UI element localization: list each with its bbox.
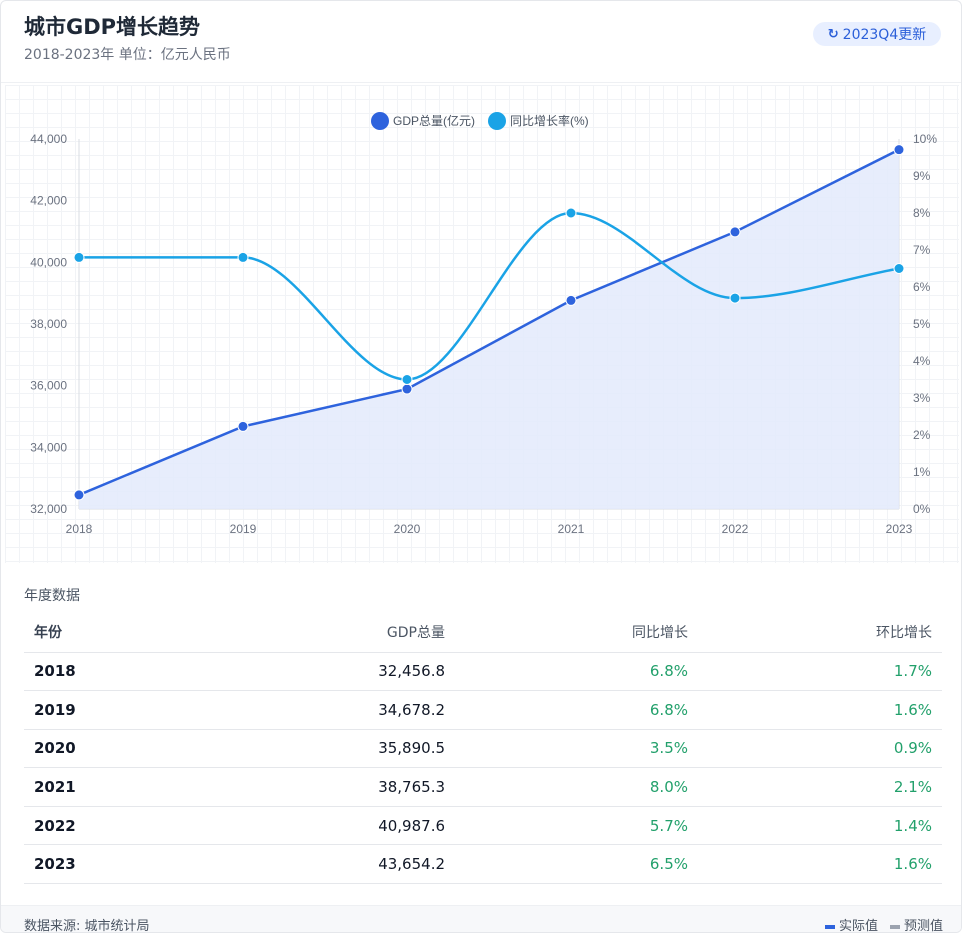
y-right-tick-label: 7% — [913, 243, 931, 257]
y-left-tick-label: 38,000 — [30, 317, 67, 331]
gdp-area — [79, 149, 899, 509]
cell-year: 2019 — [24, 690, 184, 730]
legend-yoy-marker — [488, 112, 506, 130]
cell-gdp: 40,987.6 — [184, 806, 455, 846]
y-left-tick-label: 44,000 — [30, 132, 67, 146]
yoy-point — [401, 374, 413, 385]
update-label: 2023Q4更新 — [842, 27, 927, 43]
cell-gdp: 34,678.2 — [184, 690, 455, 730]
forecast-swatch-icon — [889, 924, 900, 929]
y-left-tick-label: 42,000 — [30, 194, 67, 208]
cell-yoy: 8.0% — [455, 767, 698, 807]
gdp-point — [237, 420, 249, 432]
cell-gdp: 43,654.2 — [184, 844, 455, 885]
y-right-tick-label: 9% — [913, 169, 931, 183]
y-right-tick-label: 1% — [913, 465, 931, 479]
col-header-qoq: 环比增长 — [698, 613, 942, 653]
y-right-tick-label: 5% — [913, 317, 931, 331]
y-right-tick-label: 6% — [913, 280, 931, 294]
y-left-tick-label: 40,000 — [30, 255, 67, 269]
x-tick-label: 2022 — [722, 522, 749, 536]
yoy-point — [893, 263, 905, 274]
cell-qoq: 1.6% — [698, 844, 942, 885]
legend-actual: 实际值 — [824, 915, 878, 933]
cell-gdp: 35,890.5 — [184, 729, 455, 769]
y-right-tick-label: 10% — [913, 132, 937, 146]
update-badge-button[interactable]: ↻ 2023Q4更新 — [813, 22, 941, 46]
yoy-point — [73, 251, 85, 263]
yoy-point — [729, 292, 741, 304]
gdp-point — [73, 489, 85, 501]
gdp-point — [893, 144, 905, 156]
x-tick-label: 2021 — [558, 522, 585, 536]
page-subtitle: 2018-2023年 单位：亿元人民币 — [24, 47, 231, 63]
table-header-row: 年份 GDP总量 同比增长 环比增长 — [24, 613, 942, 653]
y-right-tick-label: 3% — [913, 391, 931, 405]
x-tick-label: 2023 — [886, 522, 913, 536]
cell-gdp: 32,456.8 — [184, 652, 455, 692]
legend-yoy-label: 同比增长率(%) — [510, 113, 589, 128]
x-tick-label: 2019 — [230, 522, 257, 536]
annual-data-table: 年份 GDP总量 同比增长 环比增长 2018 32,456.8 6.8% 1.… — [24, 613, 942, 885]
col-header-gdp: GDP总量 — [184, 613, 455, 653]
cell-qoq: 1.7% — [698, 652, 942, 692]
table-row: 2020 35,890.5 3.5% 0.9% — [24, 729, 942, 769]
table-row: 2022 40,987.6 5.7% 1.4% — [24, 806, 942, 846]
gdp-point — [565, 294, 577, 306]
data-source: 数据来源: 城市统计局 — [24, 919, 150, 933]
y-right-tick-label: 4% — [913, 354, 931, 368]
x-tick-label: 2018 — [66, 522, 93, 536]
col-header-year: 年份 — [24, 613, 184, 653]
cell-year: 2023 — [24, 844, 184, 885]
chart-area: 32,000 34,000 36,000 38,000 40,000 42,000 44,0… — [5, 85, 959, 563]
col-header-yoy: 同比增长 — [455, 613, 698, 653]
cell-yoy: 3.5% — [455, 729, 698, 769]
cell-year: 2020 — [24, 729, 184, 769]
cell-qoq: 0.9% — [698, 729, 942, 769]
gdp-point — [729, 226, 741, 238]
refresh-icon: ↻ — [827, 26, 839, 42]
cell-year: 2022 — [24, 806, 184, 846]
y-right-tick-label: 2% — [913, 428, 931, 442]
y-right-tick-label: 8% — [913, 206, 931, 220]
gdp-line — [78, 148, 900, 497]
cell-yoy: 6.8% — [455, 690, 698, 730]
table-section-label: 年度数据 — [24, 588, 80, 604]
yoy-point — [237, 251, 249, 263]
cell-qoq: 2.1% — [698, 767, 942, 807]
cell-year: 2021 — [24, 767, 184, 807]
legend-forecast: 预测值 — [889, 915, 943, 933]
y-left-tick-label: 34,000 — [30, 440, 67, 454]
page-title: 城市GDP增长趋势 — [24, 15, 201, 39]
yoy-point — [565, 207, 577, 219]
cell-yoy: 6.8% — [455, 652, 698, 692]
actual-swatch-icon — [824, 924, 835, 929]
footer-legend: 实际值 预测值 — [824, 915, 943, 933]
legend-forecast-label: 预测值 — [903, 919, 943, 933]
cell-yoy: 6.5% — [455, 844, 698, 885]
legend-gdp-label: GDP总量(亿元) — [393, 113, 475, 128]
table-row: 2019 34,678.2 6.8% 1.6% — [24, 690, 942, 730]
cell-year: 2018 — [24, 652, 184, 692]
legend-gdp-marker — [371, 112, 389, 130]
cell-qoq: 1.6% — [698, 690, 942, 730]
gdp-chart: 32,000 34,000 36,000 38,000 40,000 42,000 44,0… — [30, 112, 937, 536]
cell-qoq: 1.4% — [698, 806, 942, 846]
legend-actual-label: 实际值 — [838, 919, 878, 933]
card-header: 城市GDP增长趋势 2018-2023年 单位：亿元人民币 ↻ 2023Q4更新 — [1, 1, 961, 83]
y-right-tick-label: 0% — [913, 502, 931, 516]
cell-gdp: 38,765.3 — [184, 767, 455, 807]
table-row: 2023 43,654.2 6.5% 1.6% — [24, 844, 942, 885]
y-left-tick-label: 36,000 — [30, 379, 67, 393]
gdp-point — [401, 383, 413, 395]
cell-yoy: 5.7% — [455, 806, 698, 846]
x-tick-label: 2020 — [394, 522, 421, 536]
y-left-tick-label: 32,000 — [30, 502, 67, 516]
table-row: 2021 38,765.3 8.0% 2.1% — [24, 767, 942, 807]
card-footer: 数据来源: 城市统计局 实际值 预测值 — [1, 905, 961, 933]
table-row: 2018 32,456.8 6.8% 1.7% — [24, 652, 942, 692]
